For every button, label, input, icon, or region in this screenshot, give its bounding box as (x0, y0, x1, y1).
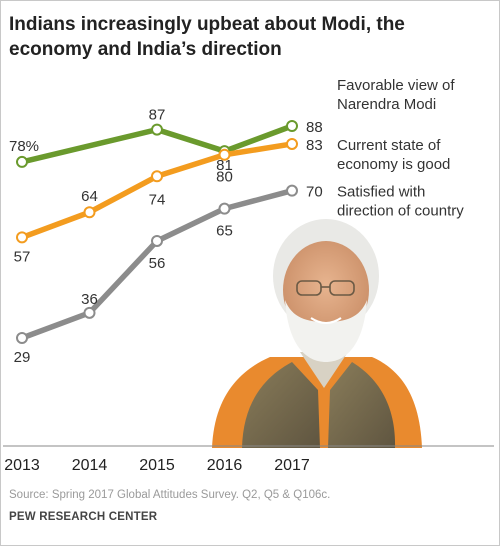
data-point (218, 202, 231, 215)
data-point (83, 306, 96, 319)
data-point (151, 234, 163, 247)
legend-label: direction of country (337, 203, 464, 220)
data-label: 70 (306, 184, 323, 201)
data-label: 36 (81, 291, 98, 308)
brand-footer: PEW RESEARCH CENTER (9, 511, 158, 523)
x-tick-label: 2016 (207, 457, 243, 474)
data-label: 57 (14, 248, 31, 265)
data-label: 81 (216, 157, 233, 174)
x-tick-label: 2017 (274, 457, 310, 474)
data-point (16, 332, 28, 344)
data-point (16, 155, 28, 168)
x-tick-label: 2014 (72, 457, 108, 474)
data-label: 78% (9, 138, 39, 155)
data-label: 29 (14, 349, 31, 366)
x-tick-label: 2013 (4, 457, 40, 474)
data-point (151, 123, 163, 136)
portrait-photo (212, 219, 422, 448)
series-line (19, 123, 295, 165)
legend-label: Narendra Modi (337, 96, 436, 113)
data-label: 88 (306, 119, 323, 136)
legend-label: Favorable view of (337, 77, 455, 94)
data-label: 56 (149, 255, 166, 272)
chart-title: Indians increasingly upbeat about Modi, … (9, 14, 405, 60)
data-label: 65 (216, 223, 233, 240)
data-label: 64 (81, 188, 98, 205)
data-point (286, 184, 298, 197)
data-label: 87 (149, 107, 166, 124)
data-point (83, 206, 96, 219)
source-note: Source: Spring 2017 Global Attitudes Sur… (9, 489, 331, 501)
data-point (286, 137, 298, 150)
data-label: 74 (149, 191, 166, 208)
data-point (218, 148, 231, 161)
data-point (151, 170, 163, 183)
data-point (16, 231, 28, 244)
data-label: 80 (216, 169, 233, 186)
x-tick-label: 2015 (139, 457, 175, 474)
legend-label: Current state of (337, 137, 441, 154)
legend-label: Satisfied with (337, 184, 425, 201)
legend-label: economy is good (337, 156, 450, 173)
data-label: 83 (306, 137, 323, 154)
data-point (286, 120, 298, 132)
